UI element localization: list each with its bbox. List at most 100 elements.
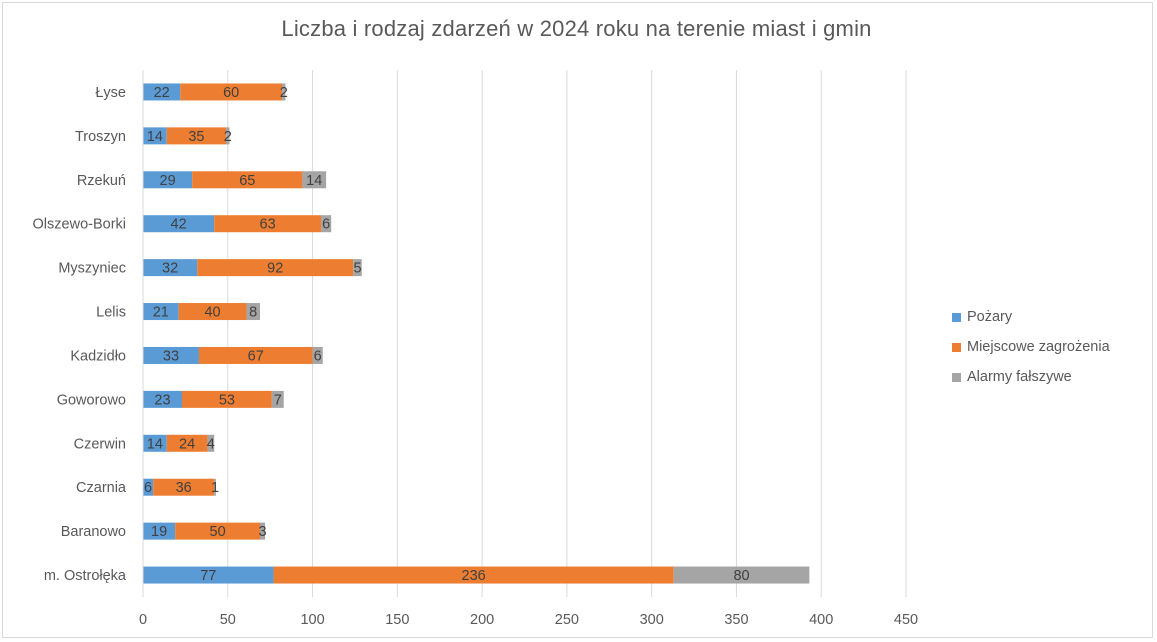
legend-swatch bbox=[952, 372, 961, 382]
category-label: Czarnia bbox=[76, 480, 127, 496]
bar-segment bbox=[143, 303, 179, 321]
legend-item: Pożary bbox=[952, 302, 1110, 332]
data-label: 7 bbox=[274, 392, 282, 408]
chart-title: Liczba i rodzaj zdarzeń w 2024 roku na t… bbox=[281, 16, 872, 41]
x-tick-label: 50 bbox=[220, 612, 236, 628]
x-tick-label: 0 bbox=[139, 612, 147, 628]
data-label: 6 bbox=[314, 348, 322, 364]
bar-segment bbox=[192, 171, 303, 189]
legend-label: Alarmy fałszywe bbox=[967, 369, 1072, 385]
category-label: Olszewo-Borki bbox=[33, 217, 126, 233]
data-label: 5 bbox=[353, 261, 361, 277]
category-label: Goworowo bbox=[57, 392, 126, 408]
legend-item: Alarmy fałszywe bbox=[952, 362, 1110, 392]
x-tick-label: 250 bbox=[555, 612, 579, 628]
bar-segment bbox=[166, 434, 208, 452]
data-label: 3 bbox=[258, 524, 266, 540]
data-label: 24 bbox=[179, 436, 195, 452]
bar-segment bbox=[353, 259, 362, 277]
data-label: 6 bbox=[322, 217, 330, 233]
bar-segment bbox=[197, 259, 354, 277]
data-label: 14 bbox=[306, 173, 322, 189]
bar-segment bbox=[180, 83, 283, 101]
data-label: 14 bbox=[147, 129, 163, 145]
x-tick-label: 300 bbox=[640, 612, 664, 628]
bar-segment bbox=[143, 566, 274, 584]
bar-segment bbox=[143, 259, 198, 277]
data-label: 236 bbox=[462, 568, 486, 584]
category-label: Rzekuń bbox=[77, 173, 126, 189]
bar-segment bbox=[271, 390, 284, 408]
category-label: m. Ostrołęka bbox=[44, 568, 127, 584]
bar-segment bbox=[178, 303, 247, 321]
bar-segment bbox=[143, 215, 215, 233]
data-label: 63 bbox=[260, 217, 276, 233]
bar-segment bbox=[214, 215, 322, 233]
bar-segment bbox=[143, 83, 181, 101]
data-label: 50 bbox=[210, 524, 226, 540]
bar-segment bbox=[143, 390, 182, 408]
data-label: 23 bbox=[154, 392, 170, 408]
data-label: 36 bbox=[176, 480, 192, 496]
x-tick-label: 450 bbox=[894, 612, 918, 628]
bar-segment bbox=[273, 566, 674, 584]
bar-segment bbox=[143, 171, 193, 189]
category-label: Lelis bbox=[96, 305, 126, 321]
bar-segment bbox=[143, 127, 167, 145]
bar-segment bbox=[153, 478, 215, 496]
data-label: 1 bbox=[211, 480, 219, 496]
x-tick-label: 150 bbox=[385, 612, 409, 628]
legend-label: Pożary bbox=[967, 309, 1013, 325]
bar-segment bbox=[312, 346, 323, 364]
data-label: 14 bbox=[147, 436, 163, 452]
bar-segment bbox=[143, 478, 154, 496]
bar-segment bbox=[246, 303, 260, 321]
data-label: 65 bbox=[239, 173, 255, 189]
bar-segment bbox=[321, 215, 332, 233]
bar-segment bbox=[214, 478, 216, 496]
x-tick-label: 400 bbox=[809, 612, 833, 628]
category-label: Łyse bbox=[95, 85, 126, 101]
data-label: 22 bbox=[154, 85, 170, 101]
data-label: 80 bbox=[733, 568, 749, 584]
data-label: 40 bbox=[204, 305, 220, 321]
data-label: 35 bbox=[188, 129, 204, 145]
bar-segment bbox=[673, 566, 810, 584]
category-label: Czerwin bbox=[74, 436, 126, 452]
data-label: 6 bbox=[144, 480, 152, 496]
data-label: 19 bbox=[151, 524, 167, 540]
data-label: 60 bbox=[223, 85, 239, 101]
data-label: 4 bbox=[207, 436, 215, 452]
bar-segment bbox=[143, 522, 176, 540]
category-label: Kadzidło bbox=[70, 348, 126, 364]
bar-segment bbox=[175, 522, 260, 540]
bar-segment bbox=[181, 390, 272, 408]
category-label: Myszyniec bbox=[58, 261, 126, 277]
data-label: 92 bbox=[267, 261, 283, 277]
legend-swatch bbox=[952, 342, 961, 352]
data-label: 2 bbox=[280, 85, 288, 101]
data-label: 67 bbox=[248, 348, 264, 364]
bar-segment bbox=[198, 346, 313, 364]
bar-segment bbox=[166, 127, 227, 145]
bar-segment bbox=[259, 522, 266, 540]
data-label: 53 bbox=[219, 392, 235, 408]
bar-segment bbox=[143, 434, 167, 452]
bar-segment bbox=[207, 434, 215, 452]
legend-label: Miejscowe zagrożenia bbox=[967, 339, 1110, 355]
data-label: 29 bbox=[160, 173, 176, 189]
data-label: 8 bbox=[249, 305, 257, 321]
x-tick-label: 200 bbox=[470, 612, 494, 628]
data-label: 77 bbox=[200, 568, 216, 584]
data-label: 21 bbox=[153, 305, 169, 321]
chart-legend: Pożary Miejscowe zagrożenia Alarmy fałszyw… bbox=[952, 302, 1110, 392]
legend-swatch bbox=[952, 312, 961, 322]
bar-segment bbox=[143, 346, 199, 364]
bar-segment bbox=[226, 127, 230, 145]
data-label: 33 bbox=[163, 348, 179, 364]
x-tick-label: 350 bbox=[724, 612, 748, 628]
bar-segment bbox=[282, 83, 286, 101]
data-label: 42 bbox=[171, 217, 187, 233]
data-label: 32 bbox=[162, 261, 178, 277]
